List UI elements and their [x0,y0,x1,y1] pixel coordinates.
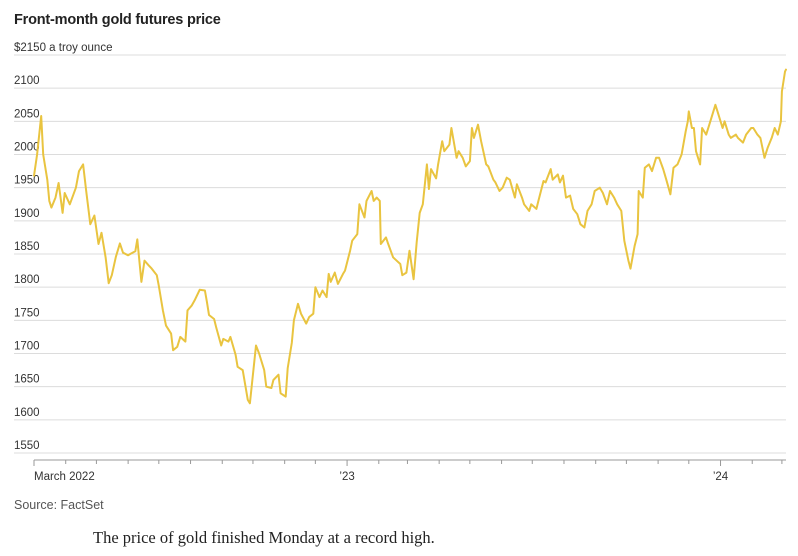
y-tick-label: 1950 [14,175,40,187]
gold-price-chart: 1550 1600 1650 1700 1750 1800 1850 1900 1950 2000… [0,0,798,500]
x-axis: March 2022 ’23 ’24 [34,460,786,483]
y-tick-label: 1900 [14,208,40,220]
x-tick-label: ’24 [713,471,729,483]
article-caption: The price of gold finished Monday at a r… [93,528,435,548]
x-tick-label: March 2022 [34,471,95,483]
y-tick-label: 1600 [14,407,40,419]
y-tick-label: 1550 [14,440,40,452]
source-note: Source: FactSet [14,498,104,512]
y-tick-label: 1700 [14,341,40,353]
x-tick-label: ’23 [339,471,354,483]
y-tick-label: 2050 [14,108,40,120]
y-tick-label: 2100 [14,75,40,87]
y-tick-label: 1800 [14,274,40,286]
y-tick-label: 1650 [14,374,40,386]
y-tick-label: $2150 a troy ounce [14,42,112,54]
y-tick-label: 1850 [14,241,40,253]
y-axis: 1550 1600 1650 1700 1750 1800 1850 1900 1950 2000… [14,42,112,452]
y-tick-label: 2000 [14,142,40,154]
y-tick-label: 1750 [14,307,40,319]
